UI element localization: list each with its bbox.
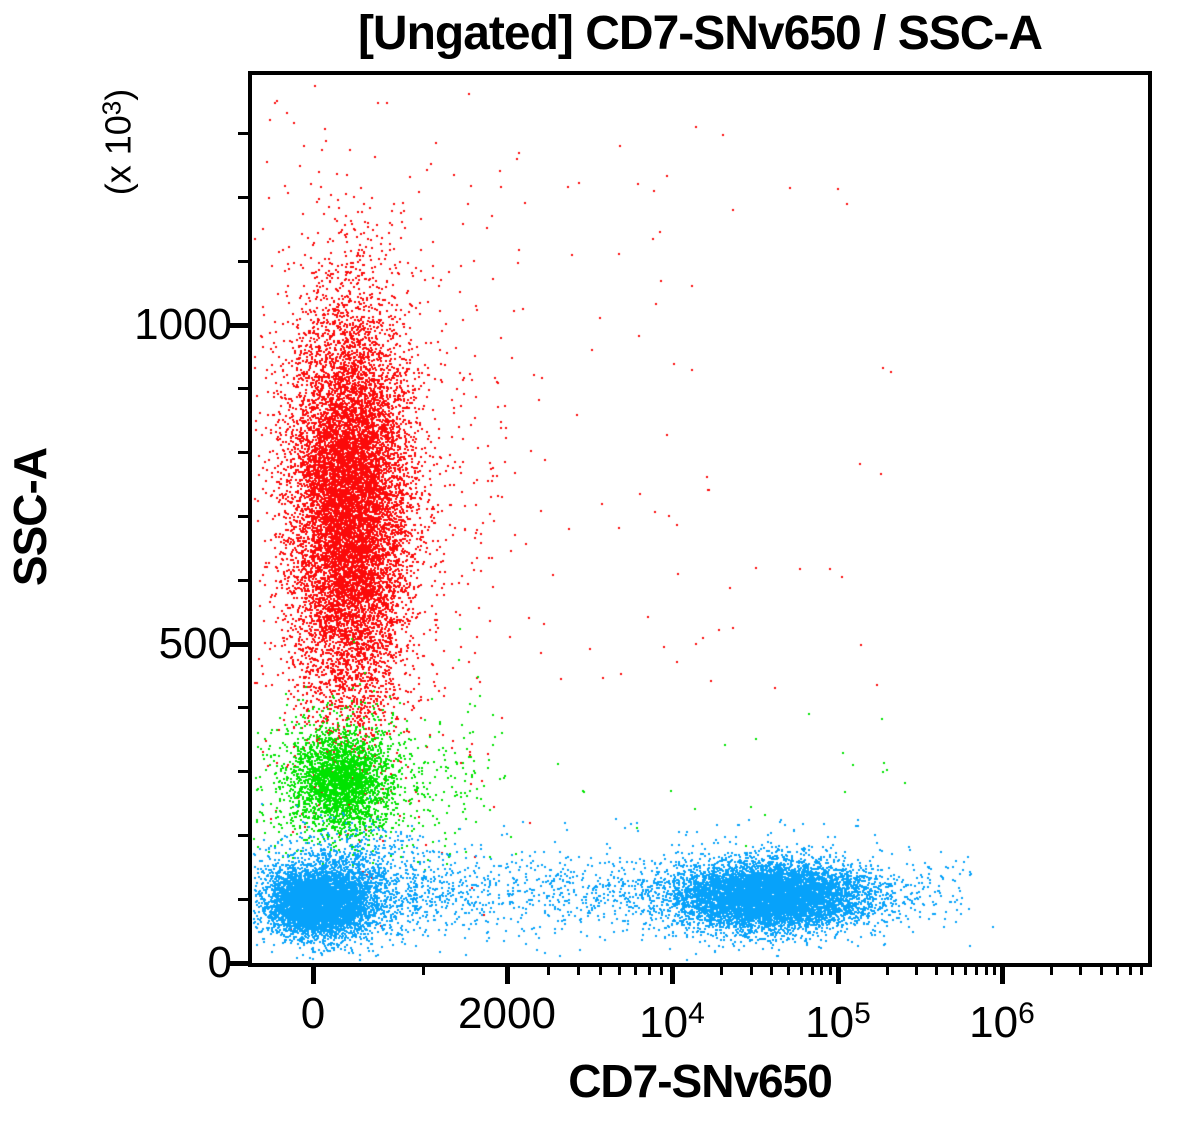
x-axis-tick-label: 105 [805, 992, 871, 1045]
x-axis-tick-label: 106 [969, 992, 1035, 1045]
x-axis-minor-tick [720, 964, 724, 975]
y-axis-minor-tick [238, 897, 249, 901]
x-axis-minor-tick [786, 964, 790, 975]
x-axis-tick-label: 0 [300, 989, 326, 1038]
x-axis-minor-tick [984, 964, 988, 975]
x-axis-minor-tick [770, 964, 774, 975]
chart-title: [Ungated] CD7-SNv650 / SSC-A [357, 7, 1043, 60]
x-axis-minor-tick [964, 964, 968, 975]
y-axis-minor-tick [238, 132, 249, 136]
x-axis-tick-label: 2000 [458, 989, 556, 1038]
x-axis-minor-tick [810, 964, 814, 975]
y-axis-minor-tick [238, 451, 249, 455]
y-axis-major-tick [229, 641, 249, 647]
x-axis-tick-label-exponent: 6 [1018, 997, 1035, 1030]
x-axis-minor-tick [1099, 964, 1103, 975]
x-axis-tick-label-exponent: 5 [854, 997, 871, 1030]
x-axis-major-tick [504, 964, 510, 984]
x-axis-major-tick [310, 964, 316, 984]
x-axis-minor-tick [1115, 964, 1119, 975]
x-axis-major-tick [669, 964, 675, 984]
y-axis-minor-tick [238, 833, 249, 837]
y-axis-multiplier-suffix: ) [97, 88, 139, 101]
x-axis-minor-tick [633, 964, 637, 975]
x-axis-title: CD7-SNv650 [568, 1055, 833, 1107]
x-axis-minor-tick [820, 964, 824, 975]
x-axis-minor-tick [914, 964, 918, 975]
x-axis-minor-tick [1139, 964, 1143, 975]
x-axis-tick-label-base: 10 [969, 998, 1019, 1047]
x-axis-minor-tick [421, 964, 425, 975]
x-axis-minor-tick [828, 964, 832, 975]
y-axis-major-tick [229, 960, 249, 966]
y-axis-minor-tick [238, 259, 249, 263]
x-axis-minor-tick [935, 964, 939, 975]
y-axis-multiplier-prefix: (x 10 [97, 115, 139, 196]
y-axis-tick-label: 0 [207, 938, 232, 987]
x-axis-tick-label-exponent: 4 [688, 997, 705, 1030]
x-axis-minor-tick [576, 964, 580, 975]
y-axis-multiplier: (x 103) [97, 89, 140, 196]
x-axis-minor-tick [975, 964, 979, 975]
x-axis-major-tick [999, 964, 1005, 984]
y-axis-minor-tick [238, 770, 249, 774]
x-axis-minor-tick [547, 964, 551, 975]
x-axis-minor-tick [659, 964, 663, 975]
x-axis-tick-label-base: 10 [805, 998, 855, 1047]
x-axis-minor-tick [885, 964, 889, 975]
y-axis-multiplier-exponent: 3 [96, 100, 127, 116]
y-axis-tick-label: 1000 [134, 300, 232, 349]
x-axis-minor-tick [799, 964, 803, 975]
x-axis-minor-tick [1128, 964, 1132, 975]
x-axis-minor-tick [618, 964, 622, 975]
y-axis-minor-tick [238, 195, 249, 199]
scatter-canvas [252, 75, 1148, 963]
x-axis-tick-label-base: 10 [639, 998, 689, 1047]
x-axis-minor-tick [599, 964, 603, 975]
x-axis-minor-tick [647, 964, 651, 975]
y-axis-minor-tick [238, 387, 249, 391]
y-axis-tick-label: 500 [158, 619, 232, 668]
y-axis-minor-tick [238, 578, 249, 582]
x-axis-minor-tick [992, 964, 996, 975]
y-axis-title: SSC-A [4, 447, 56, 587]
x-axis-tick-label: 104 [639, 992, 705, 1045]
y-axis-major-tick [229, 322, 249, 328]
x-axis-minor-tick [749, 964, 753, 975]
x-axis-minor-tick [1079, 964, 1083, 975]
x-axis-minor-tick [951, 964, 955, 975]
x-axis-minor-tick [1050, 964, 1054, 975]
y-axis-minor-tick [238, 706, 249, 710]
y-axis-minor-tick [238, 514, 249, 518]
x-axis-major-tick [835, 964, 841, 984]
